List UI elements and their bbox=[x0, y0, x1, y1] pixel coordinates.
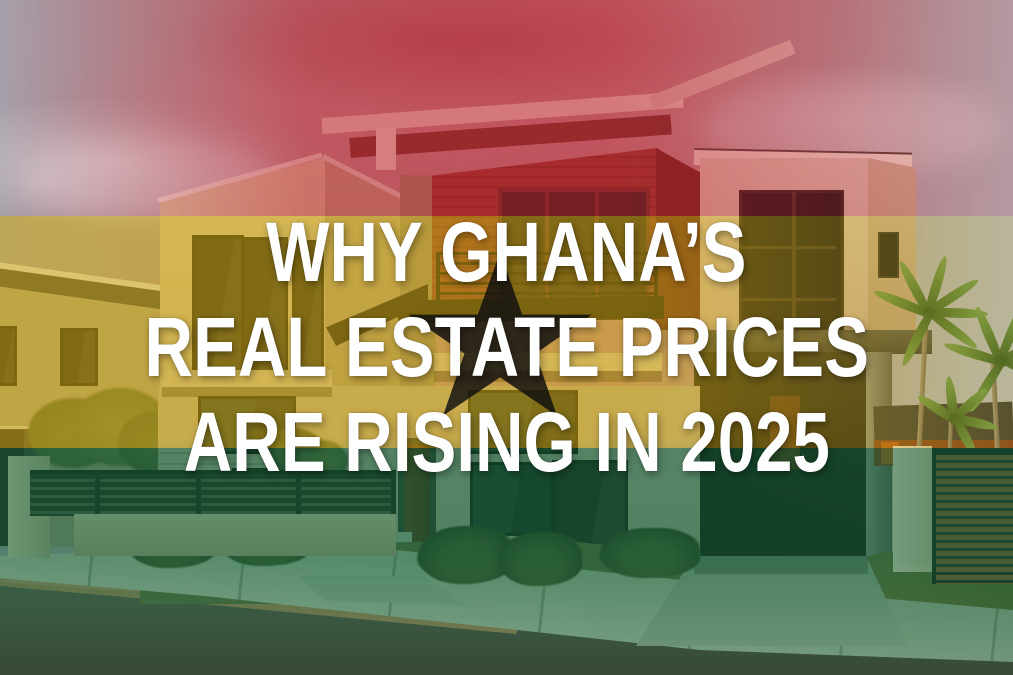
title-line-1: WHY GHANA’S bbox=[266, 205, 747, 299]
flag-band-red bbox=[0, 0, 1013, 216]
flag-band-green bbox=[0, 448, 1013, 675]
title-line-3: ARE RISING IN 2025 bbox=[183, 395, 830, 489]
title-block: WHY GHANA’S REAL ESTATE PRICES ARE RISIN… bbox=[0, 205, 1013, 490]
title-line-2: REAL ESTATE PRICES bbox=[144, 300, 869, 394]
